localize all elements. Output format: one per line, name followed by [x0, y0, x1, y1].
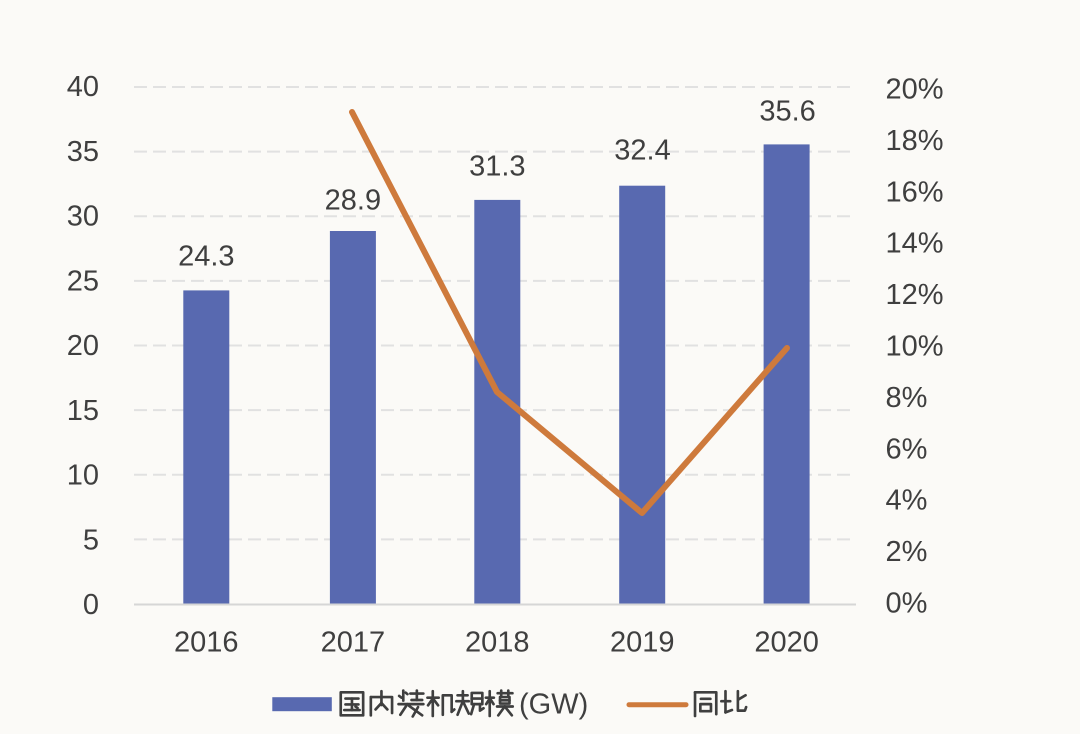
svg-text:(GW): (GW) [519, 689, 588, 721]
svg-text:6%: 6% [886, 433, 928, 465]
svg-text:35.6: 35.6 [759, 96, 815, 128]
svg-text:20%: 20% [886, 74, 944, 106]
svg-text:15: 15 [67, 395, 99, 427]
svg-text:20: 20 [67, 330, 99, 362]
svg-text:8%: 8% [886, 382, 928, 414]
svg-text:10: 10 [67, 460, 99, 492]
svg-text:28.9: 28.9 [325, 185, 381, 217]
svg-text:32.4: 32.4 [614, 135, 670, 167]
svg-text:2018: 2018 [465, 627, 530, 659]
svg-text:40: 40 [67, 71, 99, 103]
svg-text:2019: 2019 [610, 627, 675, 659]
svg-text:18%: 18% [886, 125, 944, 157]
svg-text:25: 25 [67, 265, 99, 297]
svg-text:0: 0 [83, 589, 99, 621]
svg-text:2020: 2020 [754, 627, 819, 659]
svg-text:2017: 2017 [321, 627, 386, 659]
svg-text:4%: 4% [886, 485, 928, 517]
svg-text:12%: 12% [886, 279, 944, 311]
svg-text:5: 5 [83, 524, 99, 556]
svg-text:10%: 10% [886, 331, 944, 363]
svg-text:24.3: 24.3 [178, 241, 234, 273]
svg-text:31.3: 31.3 [469, 151, 525, 183]
svg-text:14%: 14% [886, 228, 944, 260]
svg-text:2%: 2% [886, 536, 928, 568]
svg-text:35: 35 [67, 136, 99, 168]
svg-text:30: 30 [67, 201, 99, 233]
svg-text:2016: 2016 [174, 627, 239, 659]
svg-text:0%: 0% [886, 588, 928, 620]
svg-text:16%: 16% [886, 176, 944, 208]
